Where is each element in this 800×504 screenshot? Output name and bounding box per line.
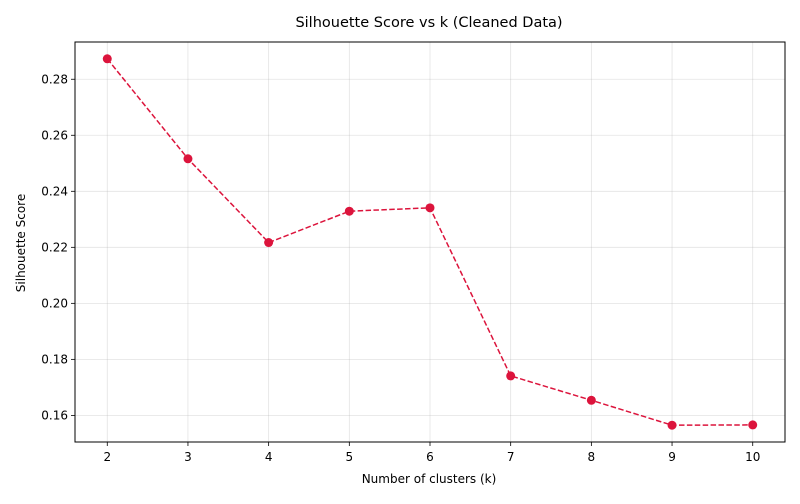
- x-axis-label: Number of clusters (k): [362, 472, 497, 486]
- x-tick-label: 2: [103, 450, 111, 464]
- y-tick-label: 0.26: [41, 128, 68, 142]
- data-point: [102, 54, 112, 64]
- grid: [75, 42, 785, 442]
- x-tick-label: 6: [426, 450, 434, 464]
- y-axis-label: Silhouette Score: [14, 194, 28, 292]
- marker-layer: [102, 54, 758, 430]
- y-tick-label: 0.16: [41, 408, 68, 422]
- x-axis-ticks: 2 3 4 5 6 7 8 9 10: [103, 442, 760, 464]
- data-point: [667, 420, 677, 430]
- x-tick-label: 3: [184, 450, 192, 464]
- x-tick-label: 8: [588, 450, 596, 464]
- data-point: [344, 206, 354, 216]
- data-point: [425, 203, 435, 213]
- data-point: [506, 371, 516, 381]
- y-axis-ticks: 0.16 0.18 0.20 0.22 0.24 0.26 0.28: [41, 72, 75, 422]
- x-tick-label: 7: [507, 450, 515, 464]
- data-point: [183, 154, 193, 164]
- x-tick-label: 9: [668, 450, 676, 464]
- x-tick-label: 4: [265, 450, 273, 464]
- y-tick-label: 0.18: [41, 352, 68, 366]
- y-tick-label: 0.24: [41, 184, 68, 198]
- data-point: [264, 238, 274, 248]
- data-point: [586, 395, 596, 405]
- chart-title: Silhouette Score vs k (Cleaned Data): [295, 15, 562, 31]
- y-tick-label: 0.20: [41, 296, 68, 310]
- y-tick-label: 0.22: [41, 240, 68, 254]
- y-tick-label: 0.28: [41, 72, 68, 86]
- x-tick-label: 10: [745, 450, 760, 464]
- data-point: [748, 420, 758, 430]
- x-tick-label: 5: [345, 450, 353, 464]
